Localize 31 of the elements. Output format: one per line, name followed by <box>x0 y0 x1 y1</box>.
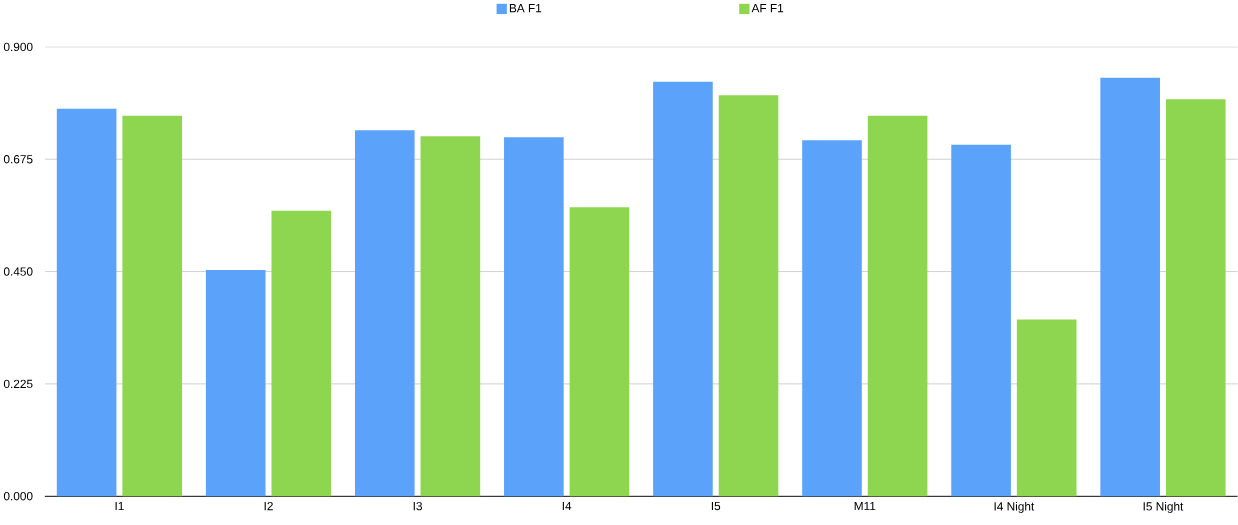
bar <box>1165 99 1226 497</box>
x-tick-label: I5 Night <box>1143 501 1184 513</box>
bar <box>504 137 564 497</box>
x-tick-label: I5 <box>711 501 721 511</box>
bar <box>205 270 266 497</box>
bar <box>354 130 415 497</box>
bar <box>569 207 630 497</box>
y-tick-label: 0.450 <box>3 267 33 276</box>
bar <box>271 210 332 497</box>
y-tick-label: 0.900 <box>3 42 33 52</box>
x-tick-label: I3 <box>413 501 422 511</box>
bar <box>1016 319 1077 497</box>
x-tick-label: I4 Night <box>994 501 1035 513</box>
bar <box>867 115 928 497</box>
y-tick-label: 0.675 <box>3 155 33 164</box>
legend-label: AF F1 <box>751 4 784 13</box>
bar <box>802 140 862 497</box>
bar <box>420 136 481 497</box>
bar <box>1100 77 1160 497</box>
y-tick-label: 0.225 <box>3 379 33 389</box>
bar <box>653 81 713 497</box>
x-tick-label: M11 <box>854 501 876 511</box>
y-tick-label: 0.000 <box>3 492 33 501</box>
bar <box>56 108 117 497</box>
bar <box>718 95 779 497</box>
legend-label: BA F1 <box>509 4 542 13</box>
bar <box>122 115 183 497</box>
x-tick-label: I1 <box>115 501 124 511</box>
x-tick-label: I4 <box>562 501 572 511</box>
bar <box>951 144 1011 497</box>
x-tick-label: I2 <box>264 501 273 511</box>
